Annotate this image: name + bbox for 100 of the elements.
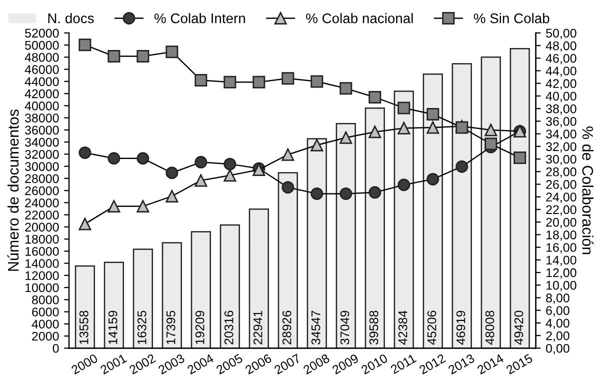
point (484, 124, 498, 136)
data-label: 16325 (137, 310, 146, 344)
point (166, 166, 178, 180)
y-tick-label: 8000 (32, 295, 59, 304)
x-tick-label: 2002 (128, 354, 156, 375)
y-tick-label: 42000 (24, 89, 59, 98)
legend-label: N. docs (48, 13, 94, 24)
data-label: 20316 (224, 310, 234, 344)
bar (190, 231, 211, 348)
point (78, 218, 92, 230)
y2-tick-label: 14,00 (546, 256, 576, 266)
y2-tick-label: 46,00 (546, 54, 576, 64)
x-tick-label: 2009 (332, 354, 360, 375)
point (310, 138, 324, 152)
y-tick-label: 36000 (25, 126, 59, 135)
x-tick-label: 2001 (100, 354, 128, 375)
point (224, 158, 236, 170)
y2-tick-label: 6,00 (546, 306, 570, 316)
point (310, 187, 324, 200)
y2-tick-label: 36,00 (546, 116, 576, 128)
y2-tick-label: 0,00 (546, 344, 570, 354)
y-tick-label: 38000 (25, 114, 59, 122)
x-tick-label: 2006 (244, 354, 272, 375)
y-tick-label: 46000 (24, 65, 59, 74)
bar (306, 138, 327, 348)
point (108, 152, 120, 165)
y2-axis-title: % de Colaboración (582, 126, 594, 254)
data-label: 48008 (485, 310, 494, 345)
y2-tick-label: 32,00 (546, 142, 576, 153)
point (108, 200, 120, 213)
x-tick-label: 2005 (216, 354, 244, 375)
point (398, 178, 410, 192)
y2-tick-label: 12,00 (546, 268, 576, 279)
point (282, 72, 294, 85)
point (136, 200, 150, 213)
bar (336, 122, 356, 348)
bar (480, 56, 501, 348)
point (282, 148, 294, 161)
y-tick-label: 14000 (25, 259, 59, 268)
point (340, 187, 352, 200)
y-tick-label: 2000 (32, 332, 59, 341)
point (340, 131, 352, 144)
point (166, 190, 178, 202)
legend-label: % Colab nacional (306, 13, 413, 24)
x-tick-label: 2014 (476, 353, 504, 375)
data-label: 28926 (282, 310, 292, 344)
y2-tick-label: 28,00 (546, 167, 576, 178)
point (252, 76, 266, 88)
y2-tick-label: 44,00 (546, 66, 576, 77)
x-tick-label: 2012 (418, 354, 446, 375)
x-tick-label: 2015 (506, 354, 534, 375)
y-tick-label: 0 (52, 344, 59, 353)
data-label: 17395 (166, 310, 176, 344)
data-label: 46919 (456, 310, 466, 345)
bar (510, 48, 530, 348)
y-tick-label: 4000 (32, 320, 59, 329)
data-label: 13558 (79, 310, 88, 344)
y-tick-label: 26000 (25, 186, 59, 196)
y2-tick-label: 30,00 (546, 154, 576, 166)
point (514, 152, 526, 164)
y2-tick-label: 22,00 (546, 205, 576, 216)
point (456, 160, 468, 173)
y-tick-label: 50000 (25, 40, 59, 50)
y-tick-label: 48000 (24, 52, 59, 62)
bar (220, 224, 240, 348)
point (398, 102, 410, 114)
point (426, 121, 440, 134)
point (310, 75, 324, 88)
y-axis-title: Número de documentos (7, 110, 19, 271)
point (194, 74, 208, 86)
bar (132, 248, 153, 348)
point (194, 174, 208, 187)
point (166, 46, 178, 58)
legend-label: % Sin Colab (474, 13, 550, 24)
y-tick-label: 30000 (25, 162, 59, 171)
y-tick-label: 52000 (25, 28, 59, 38)
x-tick-label: 2013 (448, 354, 476, 375)
y-tick-label: 22000 (25, 210, 59, 220)
y2-tick-label: 18,00 (546, 230, 576, 241)
y2-tick-label: 42,00 (546, 79, 576, 90)
bar (394, 90, 414, 348)
x-tick-label: 2011 (390, 354, 417, 374)
bar (422, 73, 443, 348)
point (368, 126, 382, 138)
y-tick-label: 40000 (24, 101, 59, 110)
y2-tick-label: 10,00 (546, 280, 576, 292)
y-tick-label: 16000 (25, 246, 59, 256)
point (282, 181, 294, 194)
y-tick-label: 20000 (25, 222, 59, 232)
x-tick-label: 2010 (360, 354, 388, 375)
point (426, 172, 440, 186)
bar (162, 242, 182, 348)
data-label: 37049 (340, 310, 350, 345)
bar (278, 172, 298, 348)
data-label: 42384 (398, 310, 408, 345)
legend-label: % Colab Intern (154, 13, 245, 24)
y2-tick-label: 34,00 (546, 130, 576, 140)
point (224, 169, 236, 182)
y2-tick-label: 24,00 (546, 192, 576, 203)
data-label: 34547 (311, 310, 320, 345)
